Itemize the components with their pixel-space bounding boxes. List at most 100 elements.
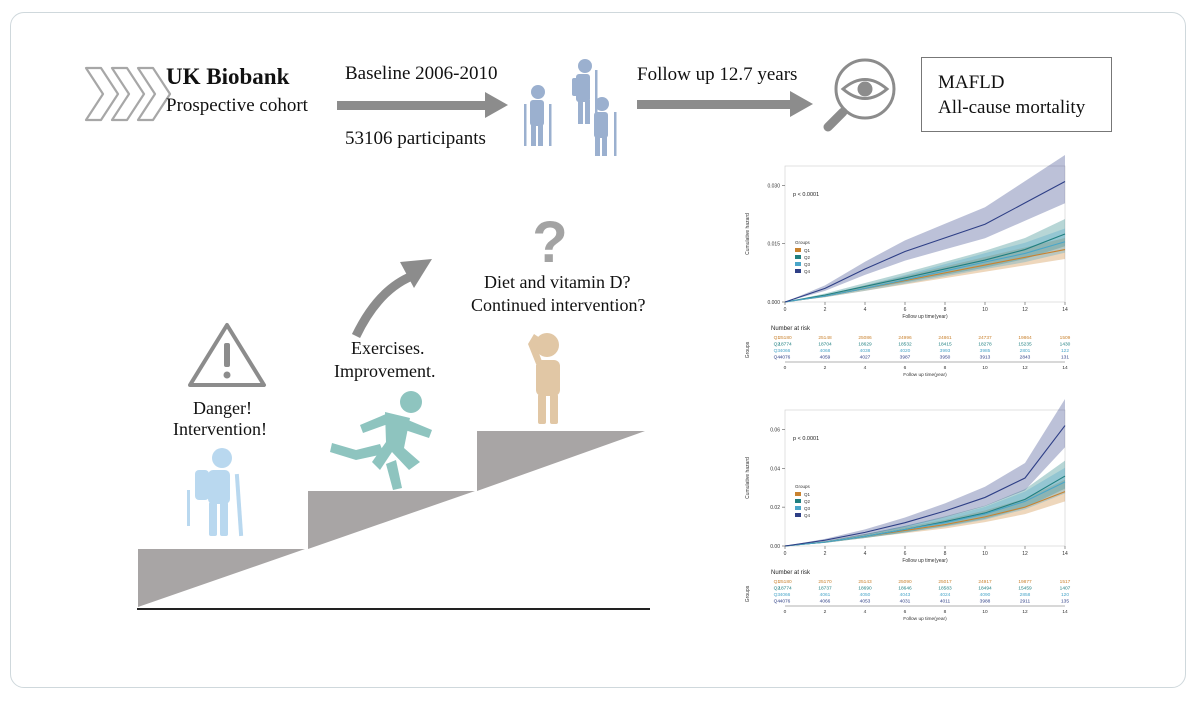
chart-1-x-tick-label: 14 xyxy=(1062,307,1068,313)
chart-2-risk-cell: 3988 xyxy=(980,599,991,605)
diet-question-label: Diet and vitamin D? xyxy=(484,272,631,292)
chart-1-risk-cell: 122 xyxy=(1061,348,1069,354)
chart-2-p-value: p < 0.0001 xyxy=(793,436,819,442)
chart-2-risk-cell: 18583 xyxy=(938,586,952,592)
chart-2-plot-frame xyxy=(784,409,1066,547)
chart-1-risk-cell: 25086 xyxy=(858,335,872,341)
baseline-label: Baseline 2006-2010 xyxy=(345,63,498,84)
chart-1-legend-swatch xyxy=(795,255,801,259)
chart-1-legend-label: Q3 xyxy=(804,262,811,267)
chart-2-risk-cell: 2911 xyxy=(1020,599,1031,605)
study-subtitle: Prospective cohort xyxy=(166,95,308,116)
chart-2-risk-cell: 24917 xyxy=(978,579,992,585)
chart-1-risk-cell: 25148 xyxy=(818,335,832,341)
chart-2-risk-cell: 4090 xyxy=(980,592,991,598)
chart-2-x-tick-label: 2 xyxy=(824,551,827,557)
chart-2-x-axis-label: Follow up time(year) xyxy=(902,558,948,564)
chart-1-risk-group-label: Q1 xyxy=(774,335,781,341)
chart-2-risk-x-tick-label: 8 xyxy=(944,609,947,615)
chart-2-legend-swatch xyxy=(795,499,801,503)
chevron-arrows-icon xyxy=(84,66,172,122)
chart-2-risk-x-tick-label: 12 xyxy=(1022,609,1028,615)
chart-1-risk-cell: 1430 xyxy=(1060,342,1071,348)
improvement-label: Improvement. xyxy=(334,361,436,381)
chart-1-legend-label: Q2 xyxy=(804,255,811,260)
chart-1-risk-cell: 18774 xyxy=(778,342,792,348)
chart-2-series-line-q4 xyxy=(784,425,1066,547)
chart-1-legend-title: Groups xyxy=(795,240,811,245)
chart-2-legend-label: Q3 xyxy=(804,506,811,511)
chart-2-risk-cell: 1407 xyxy=(1060,586,1071,592)
chart-2-risk-cell: 1517 xyxy=(1060,579,1071,585)
chart-1-risk-cell: 18415 xyxy=(938,342,952,348)
chart-1-risk-cell: 3913 xyxy=(980,355,991,361)
chart-1-y-tick-label: 0.030 xyxy=(767,183,780,189)
chart-1-risk-cell: 19864 xyxy=(1018,335,1032,341)
warning-icon xyxy=(188,323,266,387)
chart-2-ci-band-q2 xyxy=(785,460,1065,546)
hiker-icon xyxy=(187,448,244,537)
chart-2-risk-cell: 18494 xyxy=(978,586,992,592)
chart-2-y-axis-label: Cumulative hazard xyxy=(745,457,751,499)
chart-2-risk-x-tick-label: 0 xyxy=(784,609,787,615)
chart-2-risk-cell: 18690 xyxy=(858,586,872,592)
chart-1-x-tick-label: 0 xyxy=(784,307,787,313)
chart-1-y-tick-label: 0.015 xyxy=(767,242,780,248)
chart-1-series-line-q2 xyxy=(784,233,1066,303)
chart-2-legend-title: Groups xyxy=(795,484,811,489)
km-chart-bottom: 0.00 0.02 0.04 0.06 0 2 4 6 8 10 12 14 Follow up tim… xyxy=(745,399,1071,622)
chart-1-risk-x-tick-label: 6 xyxy=(904,365,907,371)
chart-1-risk-cell: 4076 xyxy=(780,355,791,361)
chart-1-x-tick-label: 12 xyxy=(1022,307,1028,313)
chart-2-risk-x-tick-label: 2 xyxy=(824,609,827,615)
chart-1-risk-cell: 4027 xyxy=(860,355,871,361)
chart-2-risk-cell: 4066 xyxy=(820,599,831,605)
chart-2-legend-swatch xyxy=(795,492,801,496)
chart-1-risk-x-tick-label: 2 xyxy=(824,365,827,371)
chart-1-risk-cell: 2801 xyxy=(1020,348,1031,354)
chart-2-risk-cell: 25180 xyxy=(778,579,792,585)
chart-1-risk-x-tick-label: 14 xyxy=(1062,365,1068,371)
chart-1-risk-cell: 24737 xyxy=(978,335,992,341)
chart-1-risk-table-ylabel: Groups xyxy=(745,341,751,358)
svg-text:?: ? xyxy=(532,210,567,275)
chart-2-risk-cell: 18646 xyxy=(898,586,912,592)
chart-1-series-line-q4 xyxy=(784,181,1066,303)
chart-2-x-tick-label: 4 xyxy=(864,551,867,557)
chart-1-risk-group-label: Q3 xyxy=(774,348,781,354)
chart-2-risk-cell: 2858 xyxy=(1020,592,1031,598)
chart-2-x-tick-label: 14 xyxy=(1062,551,1068,557)
chart-2-risk-cell: 4043 xyxy=(900,592,911,598)
chart-1-risk-cell: 4020 xyxy=(900,348,911,354)
chart-2-x-tick-label: 10 xyxy=(982,551,988,557)
chart-2-risk-x-label: Follow up time(year) xyxy=(903,616,947,622)
chart-1-risk-group-label: Q4 xyxy=(774,355,781,361)
chart-2-risk-cell: 4031 xyxy=(900,599,911,605)
chart-2-risk-group-label: Q1 xyxy=(774,579,781,585)
participants-label: 53106 participants xyxy=(345,128,486,149)
chart-2-risk-cell: 19877 xyxy=(1018,579,1032,585)
chart-2-y-tick-label: 0.02 xyxy=(770,505,780,511)
chart-2-legend-swatch xyxy=(795,513,801,517)
chart-1-risk-cell: 24861 xyxy=(938,335,952,341)
staircase xyxy=(138,431,645,607)
exercises-label: Exercises. xyxy=(351,338,425,358)
chart-1-risk-cell: 131 xyxy=(1061,355,1069,361)
chart-2-y-tick-label: 0.06 xyxy=(770,427,780,433)
chart-2-risk-cell: 4076 xyxy=(780,599,791,605)
chart-1-risk-cell: 4066 xyxy=(780,348,791,354)
chart-1-risk-cell: 2843 xyxy=(1020,355,1031,361)
chart-2-risk-cell: 25017 xyxy=(938,579,952,585)
chart-1-risk-x-label: Follow up time(year) xyxy=(903,372,947,378)
chart-2-x-tick-label: 6 xyxy=(904,551,907,557)
outcome-mafld: MAFLD xyxy=(938,72,1005,93)
chart-2-risk-cell: 4053 xyxy=(860,599,871,605)
chart-2-risk-cell: 4011 xyxy=(940,599,951,605)
chart-2-risk-group-label: Q4 xyxy=(774,599,781,605)
chart-1-y-axis-label: Cumulative hazard xyxy=(745,213,751,255)
chart-2-risk-x-tick-label: 10 xyxy=(982,609,988,615)
chart-1-risk-cell: 18278 xyxy=(978,342,992,348)
chart-1-risk-cell: 4068 xyxy=(820,348,831,354)
chart-2-series-line-q3 xyxy=(784,481,1066,547)
chart-1-risk-cell: 25180 xyxy=(778,335,792,341)
